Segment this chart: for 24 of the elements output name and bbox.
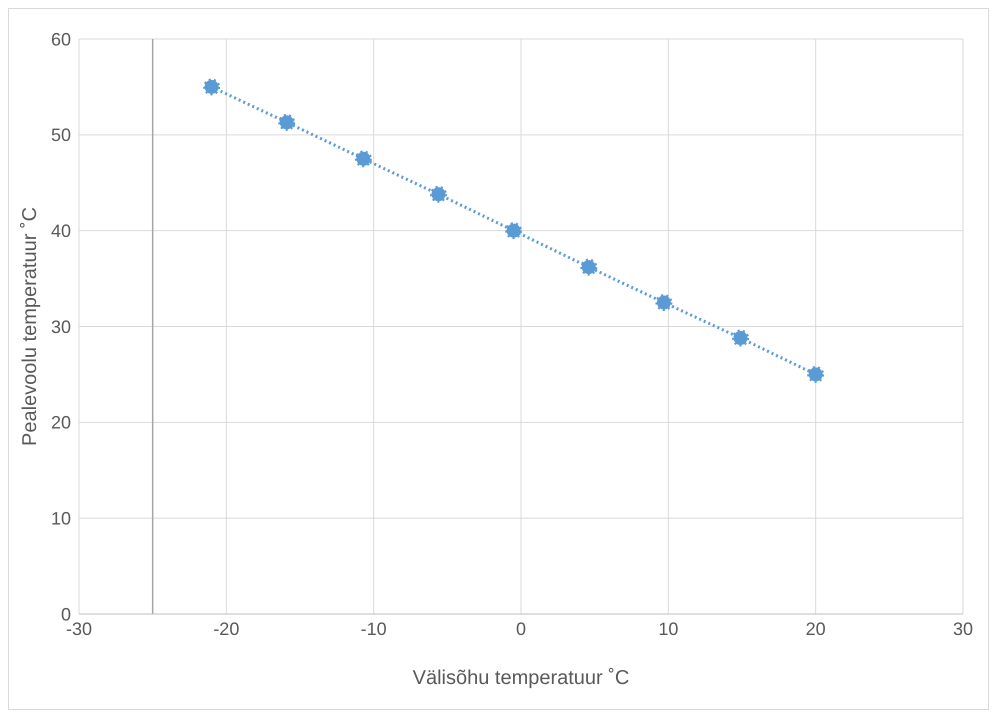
point xyxy=(807,366,824,383)
x-tick-label: 0 xyxy=(516,618,526,639)
point xyxy=(732,330,750,346)
y-tick-label: 20 xyxy=(50,412,71,433)
point xyxy=(278,114,296,131)
y-tick-label: 0 xyxy=(60,604,71,624)
x-tick-label: -10 xyxy=(360,618,387,639)
y-tick-label: 60 xyxy=(50,29,71,50)
point xyxy=(505,222,522,240)
x-tick-label: 20 xyxy=(806,618,826,639)
x-axis-title: Välisõhu temperatuur ˚C xyxy=(412,667,630,689)
y-axis-title: Pealevoolu temperatuur ˚C xyxy=(19,206,42,446)
y-tick-label: 30 xyxy=(50,316,71,337)
y-tick-label: 10 xyxy=(50,508,71,529)
point xyxy=(203,78,220,96)
point xyxy=(430,186,447,203)
x-tick-label: 10 xyxy=(658,618,678,639)
point xyxy=(354,150,372,168)
point xyxy=(580,258,598,276)
point xyxy=(655,294,672,312)
x-tick-label: 30 xyxy=(952,618,974,639)
y-tick-label: 50 xyxy=(50,125,71,146)
y-tick-label: 40 xyxy=(50,221,71,242)
x-tick-label: -20 xyxy=(213,618,240,639)
